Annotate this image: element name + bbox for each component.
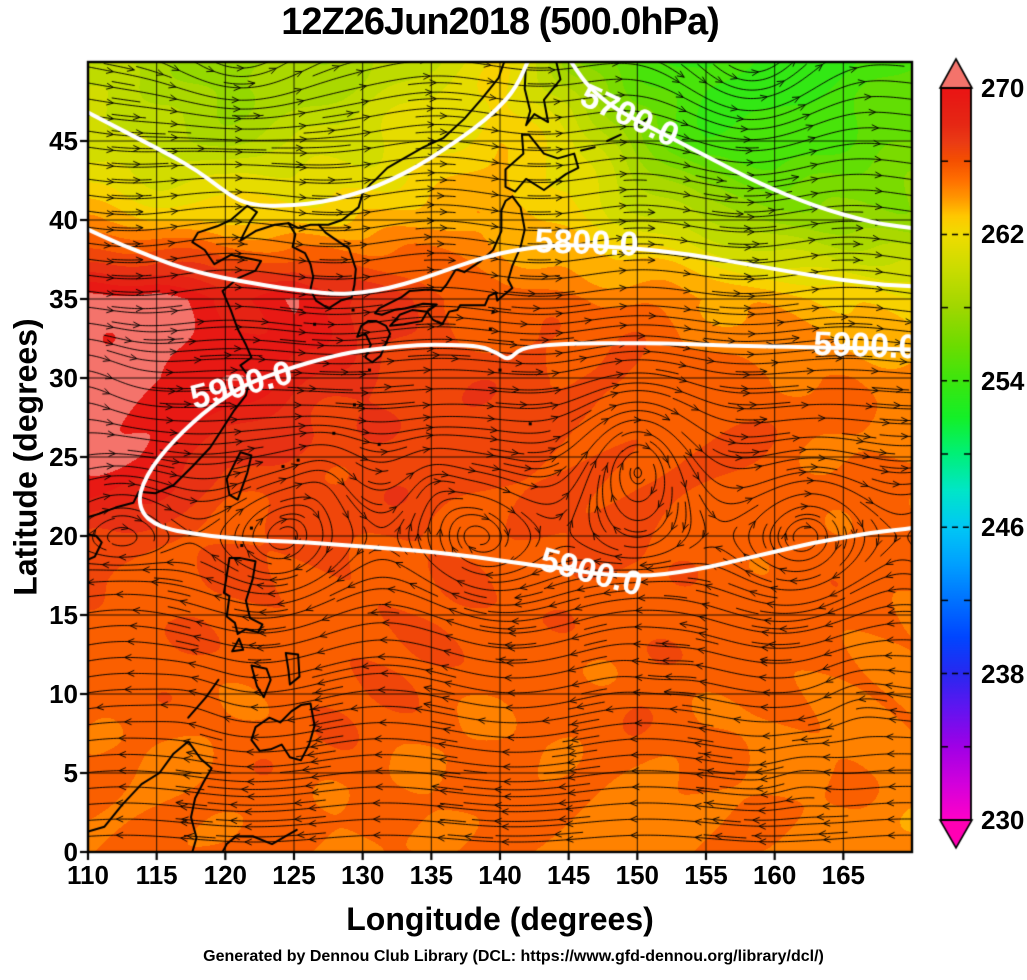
colorbar-tick-label: 230 xyxy=(981,805,1025,835)
colorbar-tick-label: 254 xyxy=(981,365,1025,396)
y-axis-title: Latitude (degrees) xyxy=(7,318,44,596)
x-tick-label: 165 xyxy=(821,860,866,890)
y-tick-label: 10 xyxy=(49,679,78,709)
colorbar-tick-label: 238 xyxy=(981,658,1025,689)
x-axis-title: Longitude (degrees) xyxy=(346,901,654,937)
y-tick-label: 15 xyxy=(49,600,78,630)
colorbar-tick-label: 270 xyxy=(981,73,1025,103)
y-tick-label: 0 xyxy=(63,837,78,867)
colorbar-tick-label: 246 xyxy=(981,512,1025,543)
y-tick-label: 30 xyxy=(49,363,78,393)
x-tick-label: 120 xyxy=(203,860,248,890)
x-tick-label: 130 xyxy=(340,860,385,890)
x-tick-label: 125 xyxy=(272,860,316,890)
x-tick-label: 135 xyxy=(409,860,454,890)
x-tick-label: 160 xyxy=(752,860,797,890)
x-tick-label: 145 xyxy=(546,860,591,890)
y-tick-label: 45 xyxy=(49,126,78,156)
y-tick-label: 5 xyxy=(63,758,78,788)
y-tick-label: 35 xyxy=(49,284,78,314)
footer-credit: Generated by Dennou Club Library (DCL: h… xyxy=(203,948,824,965)
x-tick-label: 110 xyxy=(67,860,109,890)
y-tick-label: 25 xyxy=(49,442,78,472)
x-tick-label: 155 xyxy=(684,860,728,890)
y-tick-label: 20 xyxy=(49,521,78,551)
y-tick-label: 40 xyxy=(49,205,78,235)
x-tick-label: 115 xyxy=(135,860,178,890)
x-tick-label: 150 xyxy=(615,860,660,890)
colorbar-tick-label: 262 xyxy=(981,219,1025,250)
x-tick-label: 140 xyxy=(478,860,522,890)
